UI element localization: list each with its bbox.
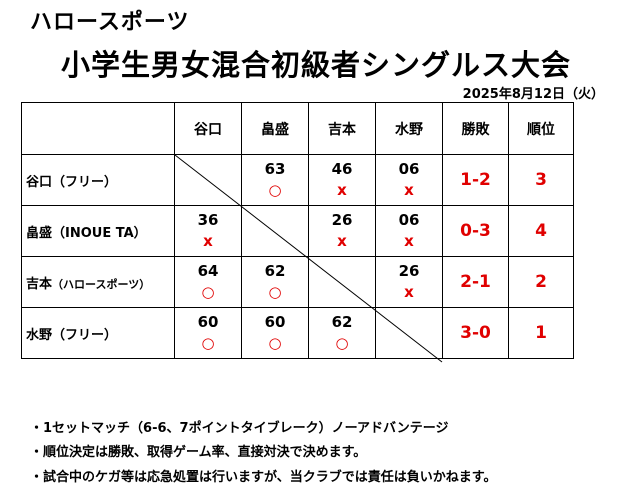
- game-score: 63: [264, 160, 286, 178]
- player-name: 谷口（フリー）: [21, 154, 175, 206]
- self-match-cell: [375, 307, 443, 359]
- loss-mark: x: [404, 232, 414, 250]
- player-name: 畠盛（INOUE TA）: [21, 205, 175, 257]
- table-row: 水野（フリー） 60 ○ 60 ○ 62 ○ 3-0 1: [21, 307, 574, 359]
- loss-mark: x: [203, 232, 213, 250]
- page-title: 小学生男女混合初級者シングルス大会: [60, 48, 571, 82]
- player-club-text: （ハロースポーツ）: [52, 277, 151, 291]
- column-header: 吉本: [308, 102, 376, 155]
- player-name-text: 吉本: [26, 276, 53, 292]
- note-injury-disclaimer: ・試合中のケガ等は応急処置は行いますが、当クラブでは責任は負いかねます。: [30, 470, 497, 485]
- loss-mark: x: [404, 181, 414, 199]
- table-row: 吉本（ハロースポーツ） 64 ○ 62 ○ 26 x 2-1 2: [21, 256, 574, 308]
- rank-value: 4: [508, 205, 574, 257]
- player-name-text: 谷口（フリー）: [26, 174, 118, 190]
- game-score: 36: [197, 211, 219, 229]
- win-mark: ○: [268, 334, 282, 352]
- rank-value: 2: [508, 256, 574, 308]
- score-cell: 62 ○: [308, 307, 376, 359]
- score-cell: 64 ○: [174, 256, 242, 308]
- column-header: 畠盛: [241, 102, 309, 155]
- win-mark: ○: [268, 181, 282, 199]
- win-loss-record: 3-0: [442, 307, 509, 359]
- self-match-cell: [241, 205, 309, 257]
- organizer-name: ハロースポーツ: [30, 10, 190, 35]
- score-cell: 06 x: [375, 205, 443, 257]
- self-match-cell: [308, 256, 376, 308]
- score-cell: 06 x: [375, 154, 443, 206]
- score-cell: 63 ○: [241, 154, 309, 206]
- score-cell: 60 ○: [241, 307, 309, 359]
- table-row: 畠盛（INOUE TA） 36 x 26 x 06 x 0-3 4: [21, 205, 574, 257]
- header-row: 谷口 畠盛 吉本 水野 勝敗 順位: [21, 102, 574, 155]
- note-match-format: ・1セットマッチ（6-6、7ポイントタイブレーク）ノーアドバンテージ: [30, 421, 449, 436]
- win-loss-record: 1-2: [442, 154, 509, 206]
- score-cell: 60 ○: [174, 307, 242, 359]
- column-header: 水野: [375, 102, 443, 155]
- game-score: 62: [331, 313, 353, 331]
- score-cell: 62 ○: [241, 256, 309, 308]
- player-name: 水野（フリー）: [21, 307, 175, 359]
- score-cell: 26 x: [375, 256, 443, 308]
- win-loss-record: 0-3: [442, 205, 509, 257]
- game-score: 60: [264, 313, 286, 331]
- win-mark: ○: [335, 334, 349, 352]
- game-score: 06: [398, 160, 420, 178]
- column-header: 勝敗: [442, 102, 509, 155]
- rank-value: 1: [508, 307, 574, 359]
- results-table: 谷口 畠盛 吉本 水野 勝敗 順位 谷口（フリー） 63 ○ 46 x 06 x 1-2 3 畠盛…: [21, 102, 574, 359]
- game-score: 62: [264, 262, 286, 280]
- loss-mark: x: [337, 232, 347, 250]
- game-score: 64: [197, 262, 219, 280]
- loss-mark: x: [404, 283, 414, 301]
- column-header: 順位: [508, 102, 574, 155]
- game-score: 06: [398, 211, 420, 229]
- game-score: 60: [197, 313, 219, 331]
- table-row: 谷口（フリー） 63 ○ 46 x 06 x 1-2 3: [21, 154, 574, 206]
- self-match-cell: [174, 154, 242, 206]
- game-score: 26: [331, 211, 353, 229]
- column-header: 谷口: [174, 102, 242, 155]
- game-score: 26: [398, 262, 420, 280]
- score-cell: 26 x: [308, 205, 376, 257]
- win-mark: ○: [268, 283, 282, 301]
- player-name-text: 畠盛（INOUE TA）: [26, 225, 147, 241]
- corner-cell: [21, 102, 175, 155]
- score-cell: 36 x: [174, 205, 242, 257]
- player-name: 吉本（ハロースポーツ）: [21, 256, 175, 308]
- win-mark: ○: [201, 334, 215, 352]
- win-mark: ○: [201, 283, 215, 301]
- player-name-text: 水野（フリー）: [26, 327, 118, 343]
- game-score: 46: [331, 160, 353, 178]
- event-date: 2025年8月12日（火）: [462, 87, 604, 102]
- score-cell: 46 x: [308, 154, 376, 206]
- note-ranking-rule: ・順位決定は勝敗、取得ゲーム率、直接対決で決めます。: [30, 445, 367, 460]
- rank-value: 3: [508, 154, 574, 206]
- win-loss-record: 2-1: [442, 256, 509, 308]
- loss-mark: x: [337, 181, 347, 199]
